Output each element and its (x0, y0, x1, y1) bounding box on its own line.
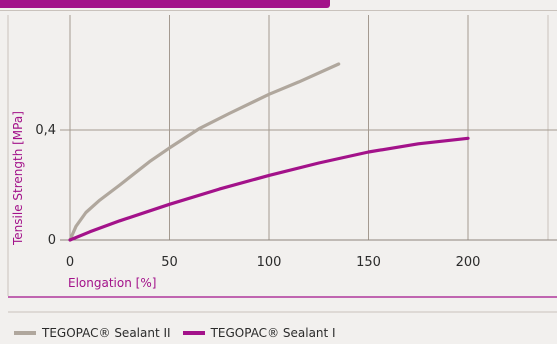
legend-label-sealant-i: TEGOPAC® Sealant I (210, 326, 336, 340)
legend-swatch-sealant-ii (14, 331, 36, 335)
legend: TEGOPAC® Sealant II TEGOPAC® Sealant I (14, 324, 348, 342)
x-tick-label-3: 150 (356, 255, 381, 270)
y-tick-label-1: 0,4 (35, 123, 56, 138)
series-line-0 (68, 62, 341, 242)
series-line-1 (68, 136, 470, 242)
series-group (68, 62, 470, 242)
grid (60, 15, 557, 241)
legend-swatch-sealant-i (182, 331, 205, 335)
y-tick-label-0: 0 (48, 233, 56, 248)
header-rule (0, 10, 557, 11)
legend-label-sealant-ii: TEGOPAC® Sealant II (42, 326, 171, 340)
x-tick-label-4: 200 (456, 255, 481, 270)
y-axis-label: Tensile Strength [MPa] (11, 111, 25, 246)
y-tick-labels: 00,4 (35, 123, 56, 248)
x-tick-label-1: 50 (161, 255, 178, 270)
x-axis-label: Elongation [%] (68, 276, 156, 290)
x-tick-labels: 0 50 100 150 200 (66, 255, 481, 270)
legend-item-sealant-ii: TEGOPAC® Sealant II (14, 326, 171, 340)
plot-frame (7, 15, 557, 313)
x-tick-label-2: 100 (257, 255, 282, 270)
legend-item-sealant-i: TEGOPAC® Sealant I (182, 326, 336, 340)
header-band (0, 0, 557, 14)
x-tick-label-0: 0 (66, 255, 74, 270)
title-band (0, 0, 330, 8)
